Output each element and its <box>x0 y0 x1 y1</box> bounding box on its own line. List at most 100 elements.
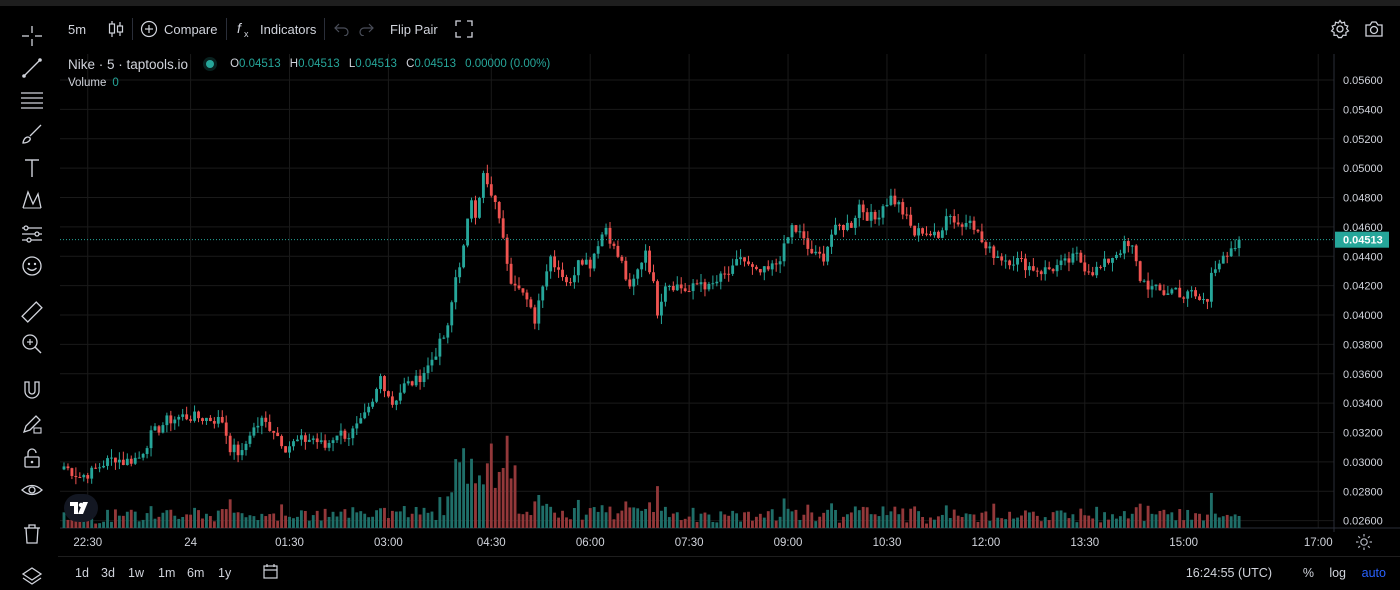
volume-bar <box>481 484 485 528</box>
tradingview-logo[interactable] <box>64 494 98 522</box>
volume-bar <box>509 478 513 528</box>
market-status-dot <box>206 60 215 68</box>
zoom-in-tool[interactable] <box>18 330 46 358</box>
volume-bar <box>529 515 533 528</box>
volume-bar <box>1012 518 1015 528</box>
volume-bar <box>687 516 691 528</box>
candle-body <box>1150 286 1154 290</box>
candle-body <box>161 425 165 433</box>
volume-label[interactable]: Volume <box>68 77 107 89</box>
candle-body <box>66 466 70 469</box>
volume-bar <box>925 523 928 528</box>
crosshair-tool[interactable] <box>18 22 46 50</box>
volume-bar <box>929 517 932 528</box>
utc-clock[interactable]: 16:24:55 (UTC) <box>1185 566 1272 580</box>
candle-body <box>454 277 458 303</box>
volume-bar <box>418 514 422 528</box>
flip-pair-button[interactable]: Flip Pair <box>390 14 438 44</box>
text-tool[interactable] <box>18 154 46 182</box>
candle-body <box>216 416 220 424</box>
volume-bar <box>284 515 287 528</box>
volume-bar <box>343 509 347 528</box>
compare-button[interactable]: Compare <box>140 14 217 44</box>
measure-tool[interactable] <box>18 298 46 326</box>
timeframe-1d[interactable]: 1d <box>75 566 89 580</box>
candle-body <box>541 286 545 301</box>
candle-body <box>129 458 133 464</box>
volume-bar <box>814 521 818 528</box>
volume-bar <box>845 514 849 528</box>
zoom-in-icon <box>22 334 42 354</box>
candle-body <box>905 214 909 216</box>
time-tick-label: 09:00 <box>774 537 803 549</box>
volume-bar <box>74 516 78 528</box>
brush-tool[interactable] <box>18 120 46 148</box>
volume-bar <box>1067 518 1071 528</box>
candle-body <box>1170 289 1174 294</box>
candle-body <box>410 381 414 386</box>
undo-button[interactable] <box>334 14 356 44</box>
timeframe-6m[interactable]: 6m <box>187 566 205 580</box>
symbol-title[interactable]: Nike · 5 · taptools.io <box>68 56 189 72</box>
settings-button[interactable] <box>1330 14 1356 44</box>
volume-bar <box>675 512 679 528</box>
time-axis-settings[interactable] <box>1354 532 1374 557</box>
candle-body <box>1134 245 1138 262</box>
candle-body <box>952 216 956 223</box>
ohlc-values: O0.04513 H0.04513 L0.04513 C0.04513 0.00… <box>230 58 556 70</box>
interval-button[interactable]: 5m <box>68 14 86 44</box>
candle-body <box>652 272 655 282</box>
volume-bar <box>402 506 406 528</box>
candle-body <box>307 439 311 442</box>
price-tick-label: 0.03800 <box>1343 339 1383 351</box>
unlock-tool[interactable] <box>18 444 46 472</box>
forecast-tool[interactable] <box>18 220 46 248</box>
eye-icon <box>21 484 43 496</box>
log-scale-button[interactable]: log <box>1329 566 1346 580</box>
volume-bar <box>580 519 584 528</box>
lock-drawing-tool[interactable] <box>18 410 46 438</box>
candle-body <box>1075 252 1079 254</box>
percent-scale-button[interactable]: % <box>1302 566 1314 580</box>
forecast-icon <box>22 225 42 243</box>
candle-body <box>493 195 497 203</box>
timeframe-1m[interactable]: 1m <box>158 566 176 580</box>
volume-bar <box>663 506 667 528</box>
volume-bar <box>1075 522 1079 528</box>
volume-bar <box>121 515 125 528</box>
volume-bar <box>1055 510 1059 528</box>
candle-body <box>877 217 881 220</box>
trend-line-tool[interactable] <box>18 54 46 82</box>
redo-button[interactable] <box>358 14 380 44</box>
candle-body <box>893 195 897 205</box>
timeframe-3d[interactable]: 3d <box>101 566 115 580</box>
timeframe-1w[interactable]: 1w <box>128 566 144 580</box>
timeframe-1y[interactable]: 1y <box>218 566 232 580</box>
candle-body <box>418 375 422 383</box>
screenshot-button[interactable] <box>1364 14 1390 44</box>
volume-bar <box>940 514 944 528</box>
volume-bar <box>359 511 363 528</box>
fullscreen-button[interactable] <box>455 14 479 44</box>
chart-type-button[interactable] <box>108 14 130 44</box>
candle-body <box>988 246 992 249</box>
volume-bar <box>106 509 109 528</box>
candle-body <box>343 430 347 439</box>
hide-drawings-tool[interactable] <box>18 476 46 504</box>
magnet-tool[interactable] <box>18 376 46 404</box>
candle-body <box>470 200 473 219</box>
date-range-button[interactable] <box>262 563 280 586</box>
emoji-tool[interactable] <box>18 252 46 280</box>
fib-retracement-tool[interactable] <box>18 86 46 114</box>
candle-body <box>853 217 857 228</box>
volume-bar <box>976 522 980 528</box>
volume-bar <box>1107 519 1110 528</box>
candle-body <box>110 457 113 459</box>
remove-drawings-tool[interactable] <box>18 520 46 548</box>
change-value: 0.00000 (0.00%) <box>465 58 551 70</box>
auto-scale-button[interactable]: auto <box>1361 566 1386 580</box>
pattern-tool[interactable] <box>18 186 46 214</box>
object-tree-tool[interactable] <box>18 562 46 590</box>
